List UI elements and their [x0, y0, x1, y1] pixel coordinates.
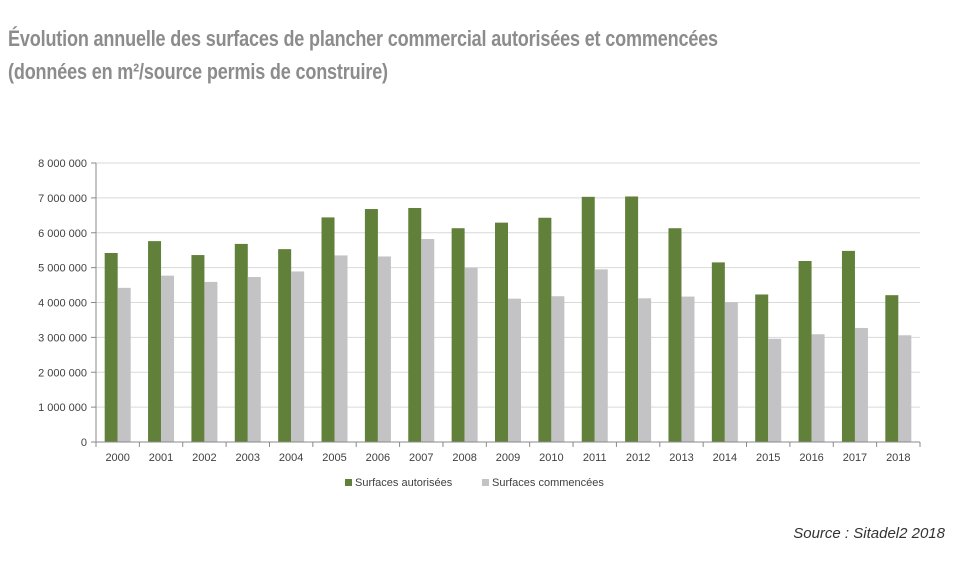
x-tick-label: 2006 [366, 452, 390, 464]
bar-surfaces-commencees [768, 338, 782, 442]
bar-surfaces-autorisees [364, 209, 378, 442]
y-tick-label: 7 000 000 [38, 193, 87, 205]
bar-surfaces-commencees [247, 277, 261, 442]
source-note: Source : Sitadel2 2018 [793, 525, 945, 542]
y-tick-label: 0 [81, 437, 87, 449]
bar-surfaces-autorisees [451, 228, 465, 442]
bar-surfaces-autorisees [581, 196, 595, 442]
bar-surfaces-autorisees [711, 262, 725, 442]
chart-title: Évolution annuelle des surfaces de planc… [8, 22, 779, 88]
x-tick-label: 2008 [452, 452, 476, 464]
bar-surfaces-autorisees [798, 260, 812, 442]
bar-surfaces-autorisees [234, 243, 248, 442]
chart-title-line-2: (données en m²/source permis de construi… [8, 59, 388, 84]
legend-swatch-autorisees [345, 479, 352, 486]
bar-surfaces-commencees [291, 271, 305, 442]
bar-surfaces-autorisees [408, 207, 422, 442]
bar-surfaces-commencees [811, 334, 825, 442]
x-tick-label: 2010 [539, 452, 563, 464]
bar-surfaces-commencees [204, 281, 218, 442]
x-tick-label: 2017 [843, 452, 867, 464]
bar-surfaces-autorisees [495, 222, 508, 442]
x-tick-label: 2018 [886, 452, 910, 464]
y-tick-label: 8 000 000 [38, 158, 87, 170]
x-tick-label: 2015 [756, 452, 780, 464]
x-tick-label: 2005 [322, 452, 346, 464]
x-tick-label: 2016 [799, 452, 823, 464]
bar-surfaces-autorisees [278, 249, 292, 442]
y-tick-label: 5 000 000 [38, 263, 87, 275]
x-tick-label: 2011 [583, 452, 607, 464]
bar-surfaces-commencees [551, 296, 565, 442]
x-tick-label: 2002 [192, 452, 216, 464]
y-tick-label: 6 000 000 [38, 228, 87, 240]
bar-surfaces-autorisees [148, 241, 162, 442]
x-tick-label: 2012 [626, 452, 650, 464]
bar-surfaces-commencees [854, 327, 868, 442]
x-tick-label: 2000 [105, 452, 129, 464]
bar-surfaces-autorisees [625, 196, 639, 442]
y-tick-label: 1 000 000 [38, 402, 87, 414]
x-tick-label: 2007 [409, 452, 433, 464]
bar-surfaces-commencees [681, 296, 695, 442]
bar-surfaces-commencees [898, 335, 912, 442]
bar-surfaces-commencees [377, 256, 391, 442]
bar-surfaces-autorisees [191, 255, 205, 442]
y-tick-label: 3 000 000 [38, 332, 87, 344]
y-tick-label: 4 000 000 [38, 298, 87, 310]
bar-surfaces-commencees [334, 255, 348, 442]
bar-surfaces-commencees [594, 269, 608, 442]
bar-surfaces-autorisees [841, 250, 855, 442]
bar-surfaces-commencees [464, 267, 478, 442]
x-tick-label: 2001 [149, 452, 173, 464]
chart-title-line-1: Évolution annuelle des surfaces de planc… [8, 26, 718, 51]
bar-surfaces-autorisees [755, 294, 769, 442]
x-tick-label: 2003 [236, 452, 260, 464]
bar-surfaces-commencees [117, 287, 131, 442]
bar-surfaces-autorisees [104, 252, 118, 442]
x-tick-label: 2009 [496, 452, 520, 464]
x-tick-label: 2013 [669, 452, 693, 464]
bar-surfaces-commencees [508, 298, 521, 442]
x-tick-label: 2014 [713, 452, 737, 464]
legend-label-commencees: Surfaces commencées [492, 477, 604, 489]
bar-surfaces-commencees [161, 275, 175, 442]
x-tick-label: 2004 [279, 452, 303, 464]
bar-surfaces-autorisees [668, 228, 682, 442]
bar-surfaces-commencees [724, 302, 738, 442]
bar-surfaces-autorisees [321, 217, 335, 442]
bar-surfaces-autorisees [885, 295, 899, 442]
legend-swatch-commencees [482, 479, 489, 486]
legend-label-autorisees: Surfaces autorisées [355, 477, 453, 489]
bar-surfaces-autorisees [538, 217, 552, 442]
y-tick-label: 2 000 000 [38, 367, 87, 379]
bar-surfaces-commencees [638, 298, 652, 442]
bar-surfaces-commencees [421, 239, 435, 442]
